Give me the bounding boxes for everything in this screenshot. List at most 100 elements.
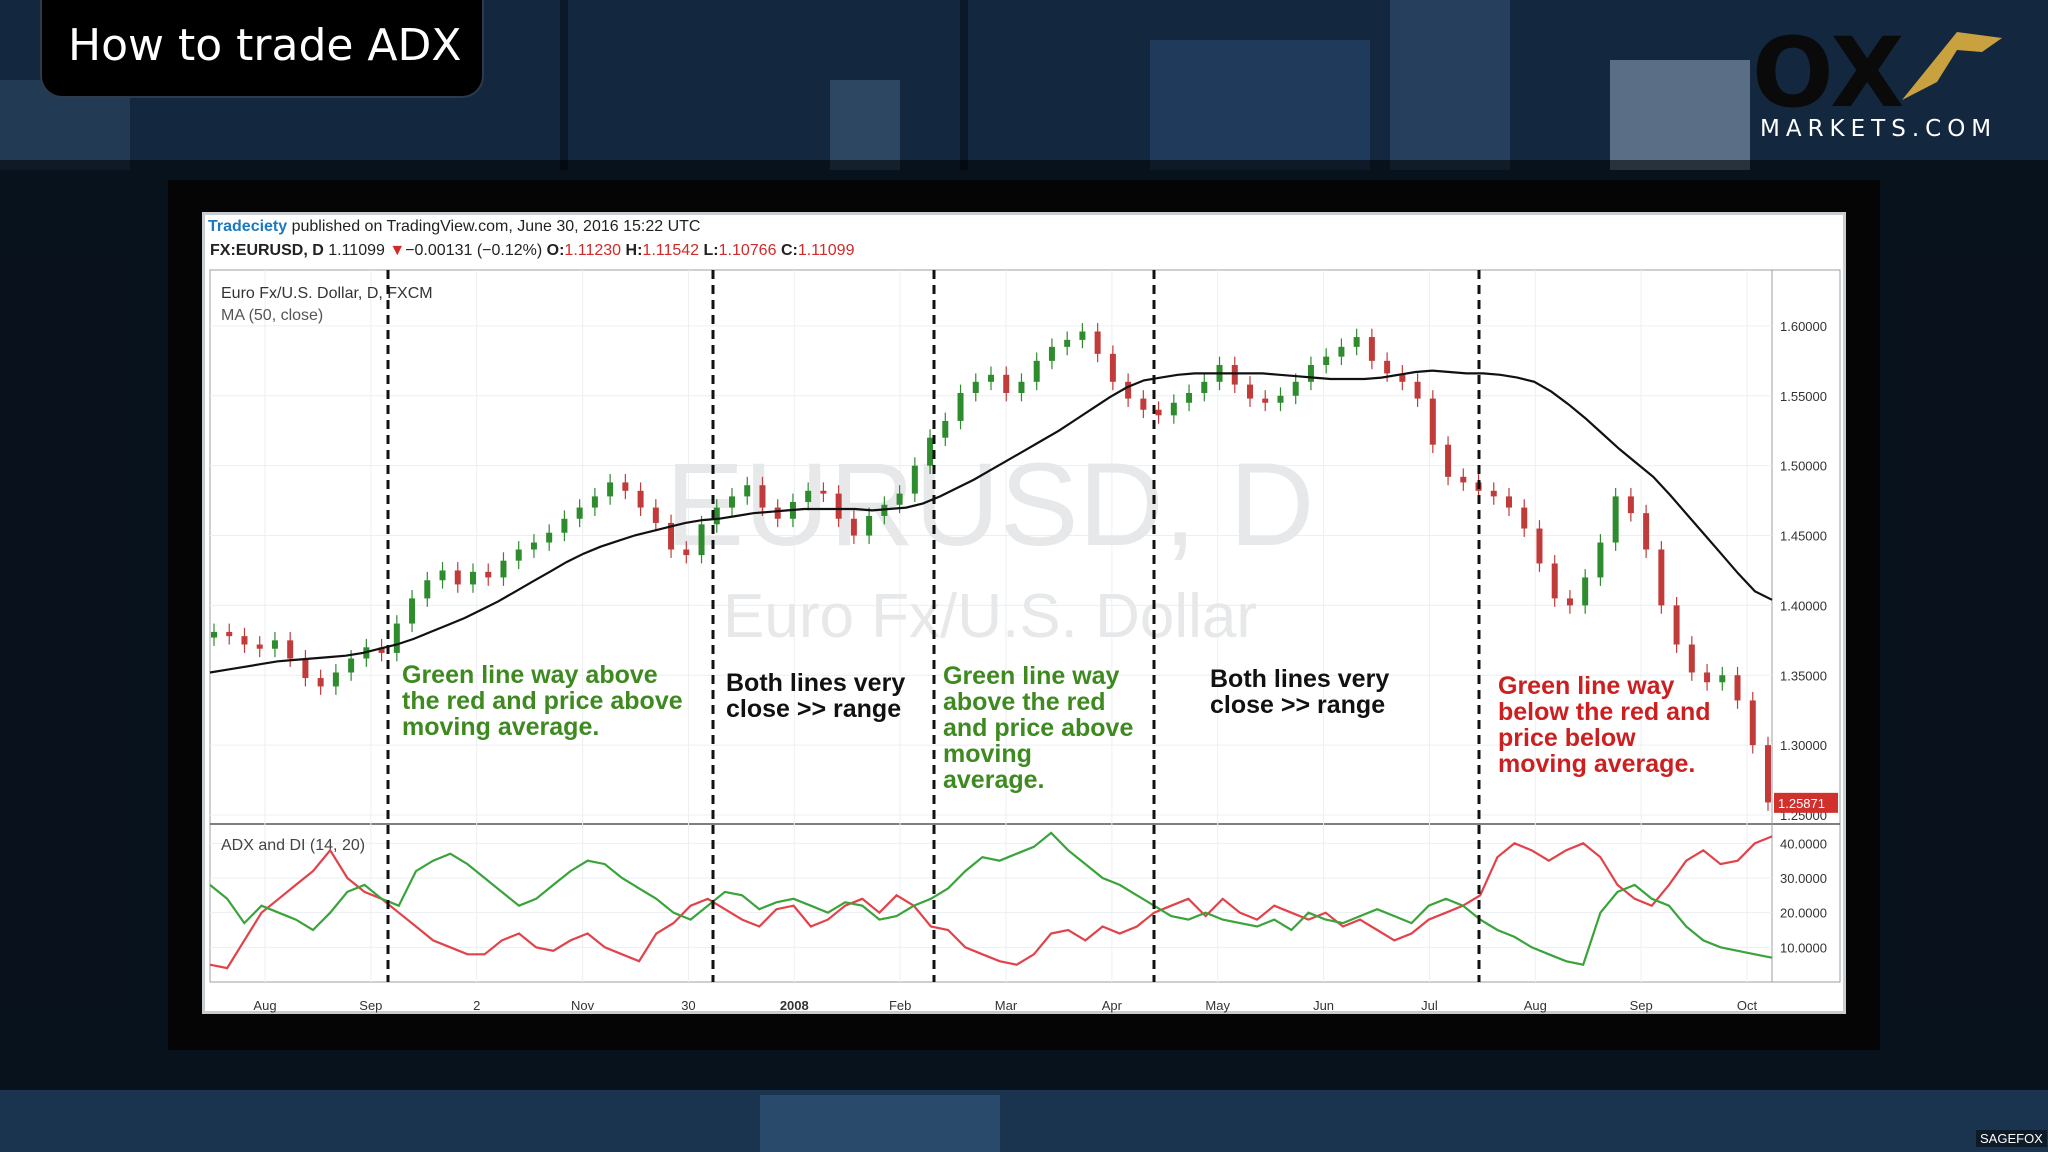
candle-body (1170, 402, 1177, 416)
down-arrow-icon: ▼ (389, 242, 406, 259)
watermark-name: Euro Fx/U.S. Dollar (723, 582, 1257, 651)
candle-body (332, 672, 339, 687)
logo-text: OX (1752, 22, 1904, 129)
candle-body (911, 465, 918, 494)
time-tick-label: Sep (1630, 998, 1653, 1013)
annotation-line: close >> range (726, 695, 902, 723)
candle-body (454, 570, 461, 585)
candle-body (1612, 496, 1619, 543)
annotation-line: Green line way (943, 662, 1120, 690)
candle-body (972, 381, 979, 393)
close-label: C: (780, 242, 798, 259)
last-price: 1.11099 (328, 242, 385, 259)
candle-body (1247, 384, 1253, 399)
watermark-symbol: EURUSD, D (665, 439, 1314, 571)
candle-body (1338, 346, 1345, 357)
annotation-line: above the red (943, 688, 1106, 716)
high-value: 1.11542 (642, 242, 700, 259)
candle-body (546, 532, 553, 543)
candle-body (1566, 598, 1573, 606)
candle-body (1186, 392, 1193, 403)
bull-horn-mark (1902, 32, 2002, 100)
annotation-line: price below (1498, 724, 1636, 752)
annotation-line: below the red and (1498, 698, 1711, 726)
candle-body (927, 437, 934, 466)
candle-body (1673, 605, 1680, 645)
annotation-range-2: Both lines very close >> range (1210, 666, 1389, 718)
candle-body (957, 392, 964, 421)
time-tick-label: May (1205, 998, 1230, 1013)
candle-body (866, 515, 873, 536)
candle-body (409, 598, 416, 624)
candle-body (1414, 381, 1421, 399)
time-tick-label: Sep (359, 998, 382, 1013)
candle-body (683, 549, 690, 556)
candle-body (576, 507, 583, 519)
candle-body (637, 490, 644, 508)
di-plus-line (209, 831, 1773, 966)
candle-body (287, 640, 294, 659)
candle-body (622, 482, 629, 491)
time-tick-label: Nov (571, 998, 595, 1013)
candle-body (668, 522, 675, 550)
candle-body (1125, 381, 1132, 399)
candle-body (896, 493, 903, 505)
sagefox-watermark: SAGEFOX (1976, 1130, 2047, 1147)
candle-body (1658, 549, 1665, 606)
candle-body (1506, 496, 1512, 508)
candle-body (470, 571, 476, 585)
time-tick-label: Feb (889, 998, 911, 1013)
candle-body (1490, 490, 1497, 497)
candle-body (1155, 409, 1162, 416)
candle-body (652, 507, 659, 523)
candle-body (1536, 528, 1543, 564)
candle-body (820, 490, 827, 494)
annotation-line: moving (943, 740, 1032, 768)
ma50-line (209, 369, 1773, 674)
candle-body (1704, 672, 1711, 683)
candle-body (1353, 337, 1360, 347)
annotation-line: the red and price above (402, 687, 683, 715)
candle-body (729, 496, 735, 508)
candle-body (1307, 365, 1314, 382)
last-price-label: 1.25871 (1778, 796, 1825, 811)
price-tick-label: 1.35000 (1780, 668, 1827, 683)
candle-body (1734, 675, 1741, 701)
annotation-line: close >> range (1210, 691, 1386, 719)
candle-body (1018, 381, 1025, 393)
candle-body (561, 518, 568, 533)
candle-body (1384, 360, 1391, 374)
slide-title-box: How to trade ADX (40, 0, 484, 98)
candle-body (515, 549, 522, 561)
candle-body (1521, 507, 1528, 529)
time-tick-label: Mar (995, 998, 1018, 1013)
annotation-line: moving average. (1498, 750, 1696, 778)
time-tick-label: Apr (1102, 998, 1123, 1013)
candle-body (485, 571, 492, 578)
candle-body (1445, 444, 1452, 477)
high-label: H: (625, 242, 643, 259)
time-tick-label: Jul (1421, 998, 1438, 1013)
candle-body (1079, 331, 1086, 340)
time-tick-label: 2 (473, 998, 480, 1013)
series-legend: Euro Fx/U.S. Dollar, D, FXCM (221, 285, 433, 302)
candle-body (591, 496, 598, 508)
candle-body (1262, 398, 1269, 403)
candle-body (1064, 339, 1071, 347)
low-value: 1.10766 (718, 242, 777, 259)
candle-body (1765, 745, 1771, 803)
candle-body (348, 658, 355, 673)
price-change: −0.00131 (−0.12%) (405, 242, 543, 259)
time-tick-label: Jun (1313, 998, 1334, 1013)
adx-tick-label: 10.0000 (1780, 940, 1827, 955)
time-tick-label: Aug (1524, 998, 1547, 1013)
open-label: O: (546, 242, 565, 259)
time-tick-label: 2008 (780, 998, 809, 1013)
price-tick-label: 1.45000 (1780, 529, 1827, 544)
annotation-line: Green line way above (402, 661, 658, 689)
slide-title: How to trade ADX (68, 20, 462, 71)
candle-body (1140, 398, 1147, 410)
candle-body (378, 647, 385, 653)
publisher-link[interactable]: Tradeciety (208, 218, 288, 235)
